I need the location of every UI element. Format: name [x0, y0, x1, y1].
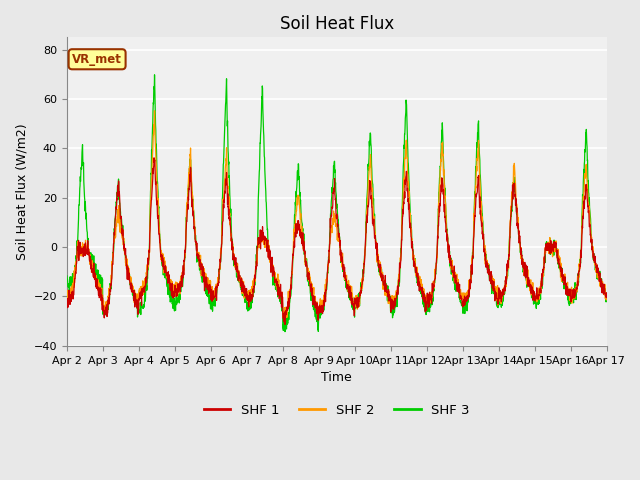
Y-axis label: Soil Heat Flux (W/m2): Soil Heat Flux (W/m2) [15, 123, 28, 260]
Text: VR_met: VR_met [72, 53, 122, 66]
X-axis label: Time: Time [321, 371, 352, 384]
Legend: SHF 1, SHF 2, SHF 3: SHF 1, SHF 2, SHF 3 [198, 399, 475, 422]
Title: Soil Heat Flux: Soil Heat Flux [280, 15, 394, 33]
